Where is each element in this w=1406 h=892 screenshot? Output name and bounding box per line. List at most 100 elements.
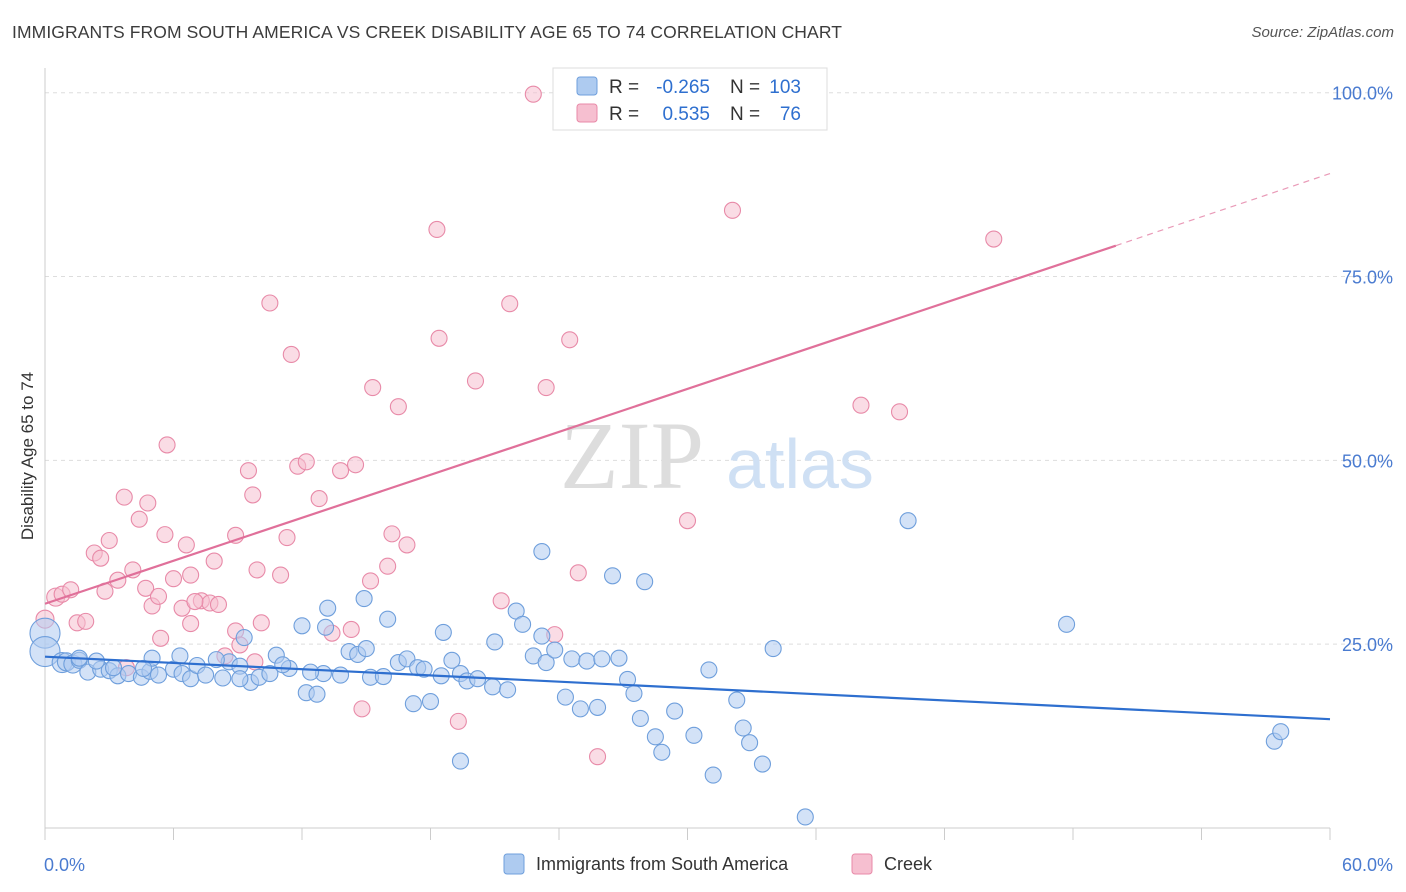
point-blue-59 xyxy=(588,698,607,716)
point-pink-47 xyxy=(346,456,365,474)
watermark-zip: ZIP xyxy=(560,402,704,509)
point-blue-75 xyxy=(796,808,814,826)
point-pink-34 xyxy=(239,462,258,480)
point-pink-18 xyxy=(156,526,174,544)
y-tick-label-100: 100.0% xyxy=(1332,84,1393,104)
point-blue-67 xyxy=(685,726,703,744)
point-blue-29 xyxy=(308,685,326,703)
trend-line-blue xyxy=(44,655,1331,721)
point-pink-44 xyxy=(310,490,328,508)
point-pink-5 xyxy=(77,612,95,630)
x-tick-label-max: 60.0% xyxy=(1342,855,1393,875)
legend-n-label-blue: N = xyxy=(730,77,760,98)
point-blue-55 xyxy=(556,688,574,706)
point-blue-53 xyxy=(537,654,555,672)
y-tick-label-50: 50.0% xyxy=(1342,451,1393,471)
point-pink-28 xyxy=(205,552,223,570)
bottom-legend-label-blue: Immigrants from South America xyxy=(536,854,789,874)
point-blue-69 xyxy=(704,766,722,784)
data-points xyxy=(29,85,1290,826)
point-blue-91 xyxy=(357,640,375,658)
axes xyxy=(44,68,1331,840)
point-blue-95 xyxy=(593,650,611,668)
point-blue-82 xyxy=(355,590,373,608)
point-pink-23 xyxy=(177,536,195,554)
point-pink-15 xyxy=(139,494,157,512)
point-pink-61 xyxy=(524,85,542,103)
legend-box xyxy=(552,67,828,131)
trend-line-pink-dashed xyxy=(1115,173,1331,247)
point-pink-46 xyxy=(331,462,350,480)
point-pink-38 xyxy=(261,294,279,312)
point-blue-48 xyxy=(499,681,517,699)
tick-labels: 25.0% 50.0% 75.0% 100.0% 0.0% 60.0% xyxy=(44,84,1393,875)
point-blue-66 xyxy=(666,702,684,720)
point-blue-39 xyxy=(415,660,433,678)
point-blue-50 xyxy=(514,615,532,633)
point-pink-43 xyxy=(297,453,315,471)
point-blue-14 xyxy=(149,666,168,684)
point-pink-74 xyxy=(342,620,360,639)
point-blue-87 xyxy=(171,647,189,665)
point-blue-35 xyxy=(374,667,392,686)
point-pink-69 xyxy=(852,396,870,414)
point-blue-90 xyxy=(302,663,320,681)
point-blue-52 xyxy=(533,627,551,645)
point-pink-14 xyxy=(137,579,155,597)
point-pink-71 xyxy=(985,230,1003,248)
point-blue-83 xyxy=(293,617,311,635)
point-blue-72 xyxy=(741,734,759,752)
point-blue-74 xyxy=(764,640,782,658)
point-pink-55 xyxy=(428,220,446,239)
point-pink-37 xyxy=(252,614,270,632)
bottom-legend-swatch-pink xyxy=(851,853,873,875)
point-blue-61 xyxy=(618,670,637,689)
point-blue-94 xyxy=(451,752,470,770)
point-pink-56 xyxy=(430,329,448,347)
point-blue-47 xyxy=(486,633,504,651)
point-pink-68 xyxy=(723,201,742,219)
point-pink-24 xyxy=(182,615,200,633)
point-pink-25 xyxy=(182,566,200,584)
x-tick-label-min: 0.0% xyxy=(44,855,85,875)
point-pink-60 xyxy=(501,295,519,313)
point-blue-31 xyxy=(331,666,350,684)
point-pink-39 xyxy=(272,566,290,584)
point-pink-41 xyxy=(282,345,300,364)
legend-r-label-pink: R = xyxy=(609,104,639,125)
point-blue-57 xyxy=(571,700,589,718)
point-pink-40 xyxy=(278,529,296,547)
point-blue-25 xyxy=(261,665,279,683)
point-blue-98 xyxy=(231,670,249,688)
legend-n-value-pink: 76 xyxy=(780,104,801,125)
point-pink-67 xyxy=(678,512,697,530)
point-blue-60 xyxy=(603,567,622,585)
source-credit: Source: ZipAtlas.com xyxy=(1251,24,1394,41)
bottom-legend: Immigrants from South America Creek xyxy=(503,853,933,875)
point-blue-62 xyxy=(625,684,643,702)
point-pink-58 xyxy=(466,372,485,390)
point-pink-50 xyxy=(364,379,382,397)
point-blue-77 xyxy=(1058,615,1076,633)
point-blue-65 xyxy=(653,743,671,761)
point-pink-36 xyxy=(248,561,266,579)
chart-title: IMMIGRANTS FROM SOUTH AMERICA VS CREEK D… xyxy=(12,22,843,42)
point-blue-56 xyxy=(563,650,581,668)
bottom-legend-swatch-blue xyxy=(503,853,525,875)
point-pink-51 xyxy=(379,557,397,575)
bottom-legend-label-pink: Creek xyxy=(884,854,933,874)
y-axis-label: Disability Age 65 to 74 xyxy=(18,372,37,540)
legend-swatch-pink xyxy=(576,103,598,123)
point-pink-66 xyxy=(588,748,607,766)
point-blue-96 xyxy=(610,649,628,667)
point-pink-57 xyxy=(449,712,467,730)
point-pink-29 xyxy=(209,595,228,614)
point-blue-41 xyxy=(434,623,452,641)
point-pink-7 xyxy=(92,549,110,567)
point-blue-92 xyxy=(404,695,422,713)
point-pink-17 xyxy=(149,587,168,605)
point-blue-86 xyxy=(207,651,225,669)
point-pink-49 xyxy=(361,572,380,590)
point-pink-13 xyxy=(130,510,148,528)
point-blue-46 xyxy=(484,678,502,696)
